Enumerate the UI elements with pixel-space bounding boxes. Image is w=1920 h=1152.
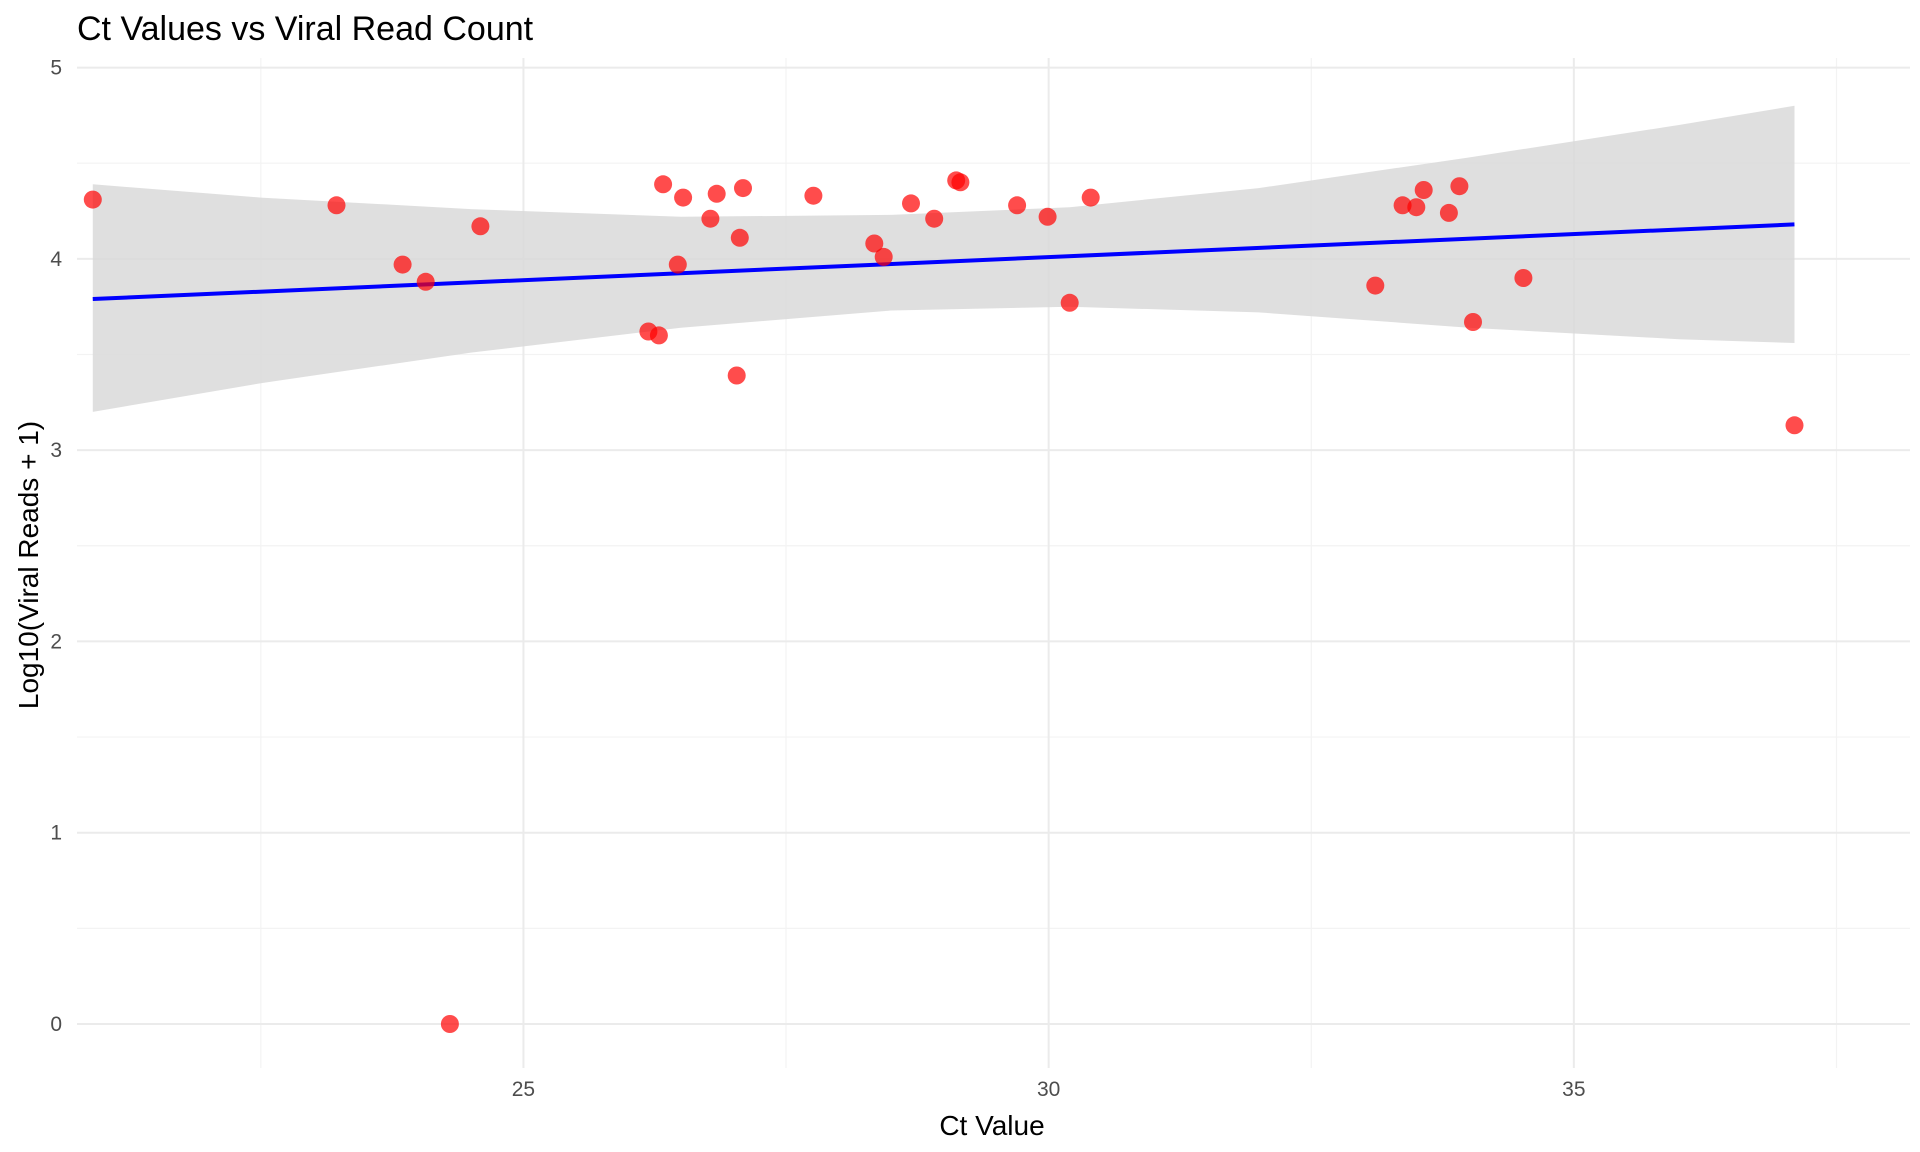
trend-line [92, 222, 1795, 302]
data-point [865, 234, 884, 253]
data-point [440, 1015, 459, 1033]
data-point [1785, 416, 1804, 435]
data-point [654, 175, 673, 194]
data-point [727, 366, 746, 385]
data-point [1439, 203, 1458, 222]
confidence-band-area [92, 105, 1795, 412]
y-tick-label: 5 [50, 57, 62, 80]
y-axis-ticks: 0 1 2 3 4 5 [50, 57, 62, 1036]
data-point [707, 184, 726, 203]
data-point [734, 179, 752, 198]
data-point [416, 272, 435, 291]
data-point [804, 186, 823, 205]
x-tick-label: 35 [1562, 1078, 1585, 1101]
y-tick-label: 1 [50, 822, 62, 845]
y-tick-label: 0 [50, 1013, 62, 1036]
data-point [701, 209, 720, 228]
y-tick-label: 2 [50, 630, 62, 653]
data-point [1008, 196, 1027, 215]
data-point [668, 255, 687, 274]
data-point [1038, 207, 1057, 226]
y-tick-label: 4 [50, 248, 62, 271]
data-point [1407, 198, 1426, 217]
data-point [730, 228, 749, 247]
x-tick-label: 25 [512, 1078, 535, 1101]
x-tick-label: 30 [1037, 1078, 1060, 1101]
data-point [1366, 276, 1385, 295]
data-point [902, 194, 920, 213]
data-point [925, 209, 944, 228]
data-point [674, 188, 693, 207]
data-point [393, 255, 412, 274]
confidence-band [92, 105, 1795, 412]
data-point [471, 217, 490, 236]
data-point [1464, 313, 1482, 331]
data-point [1514, 269, 1533, 287]
data-point [327, 196, 346, 215]
y-tick-label: 3 [50, 439, 62, 462]
data-point [649, 326, 668, 345]
data-point [1450, 177, 1469, 196]
data-point [83, 190, 102, 209]
x-axis-title: Ct Value [939, 1110, 1044, 1141]
data-point [951, 173, 970, 192]
data-point [874, 247, 893, 266]
trend-line-group [92, 222, 1795, 302]
data-points [83, 171, 1804, 1033]
x-axis-ticks: 25 30 35 [512, 1078, 1586, 1101]
data-point [1393, 196, 1412, 215]
data-point [1414, 181, 1433, 199]
data-point [1081, 188, 1100, 207]
chart-title: Ct Values vs Viral Read Count [77, 10, 534, 48]
data-point [1060, 293, 1079, 312]
y-axis-title: Log10(Viral Reads + 1) [13, 421, 44, 709]
